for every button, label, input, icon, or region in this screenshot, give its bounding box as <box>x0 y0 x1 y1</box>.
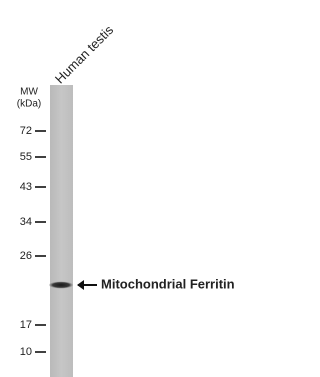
unit-label: (kDa) <box>17 99 41 110</box>
marker-label: 10 <box>20 346 32 358</box>
marker-label: 72 <box>20 125 32 137</box>
marker-label: 43 <box>20 181 32 193</box>
marker-label: 55 <box>20 151 32 163</box>
marker-label: 17 <box>20 319 32 331</box>
gel-lane <box>50 85 73 377</box>
band-arrowhead <box>77 280 84 290</box>
lane-label: Human testis <box>52 22 117 87</box>
western-blot: Human testis MW (kDa) Mitochondrial Ferr… <box>0 0 272 377</box>
mw-label: MW <box>20 87 38 98</box>
protein-band <box>49 282 73 289</box>
marker-label: 26 <box>20 250 32 262</box>
band-label: Mitochondrial Ferritin <box>101 276 235 291</box>
marker-label: 34 <box>20 216 32 228</box>
marker-ladder: 72 55 43 34 26 17 10 <box>20 125 46 358</box>
